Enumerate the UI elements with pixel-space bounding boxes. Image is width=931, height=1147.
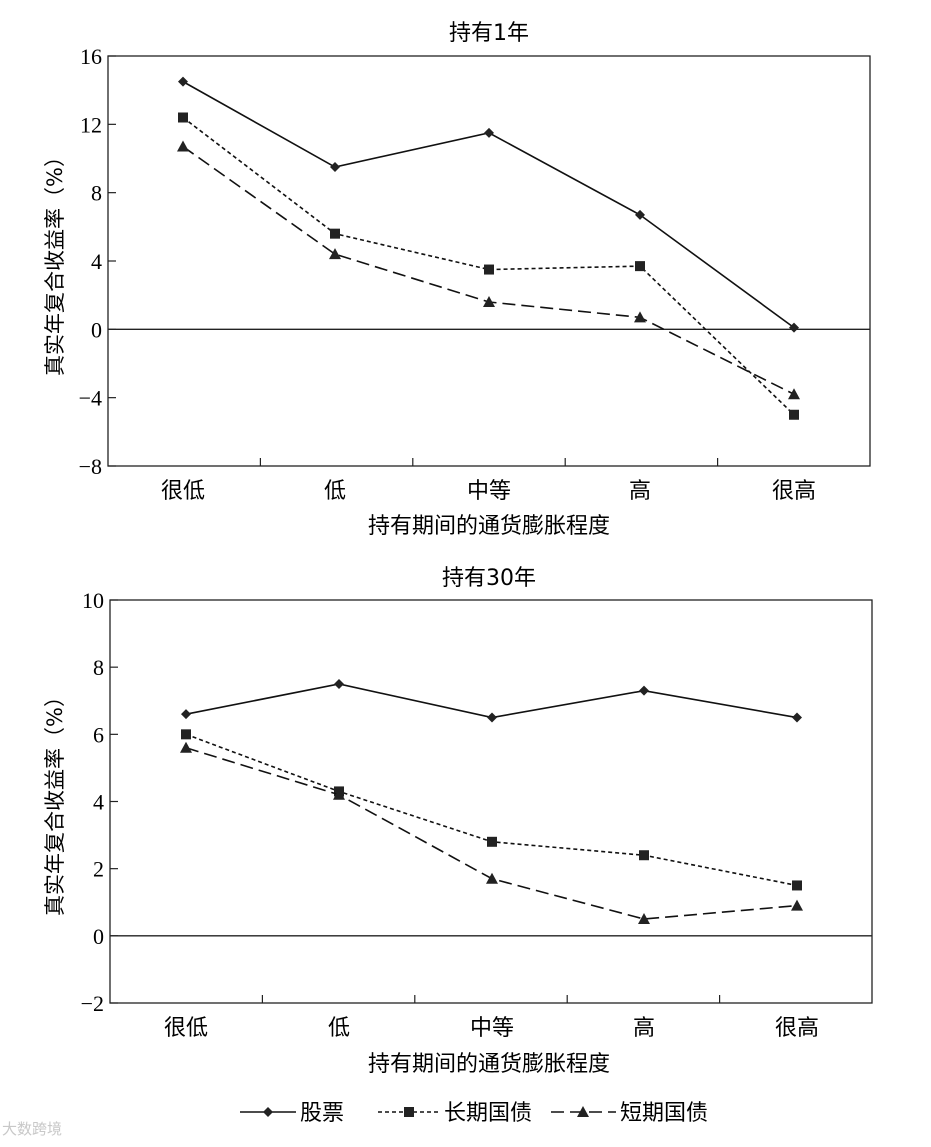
x-tick-label: 高 — [633, 1016, 655, 1041]
y-tick-label: 16 — [80, 44, 102, 69]
chart-1-x-axis-label: 持有期间的通货膨胀程度 — [368, 514, 610, 539]
point-long_bonds — [330, 228, 340, 239]
point-short_bills — [180, 741, 192, 753]
legend-marker-stocks — [263, 1107, 273, 1117]
x-tick-label: 中等 — [467, 479, 511, 504]
x-tick-label: 高 — [629, 479, 651, 504]
y-tick-label: 8 — [93, 655, 104, 680]
point-stocks — [789, 322, 799, 333]
x-tick-label: 中等 — [470, 1016, 514, 1041]
chart-2: 持有30年 −2 0 2 4 6 8 10 很低 低 中等 高 很高 持有期间的通货膨胀程度 真实年… — [43, 566, 873, 1077]
legend-item-stocks: 股票 — [240, 1101, 344, 1126]
y-tick-label: 12 — [80, 112, 102, 137]
y-tick-label: 10 — [82, 588, 104, 613]
chart-2-x-axis-label: 持有期间的通货膨胀程度 — [368, 1052, 610, 1077]
chart-1-plot-frame — [107, 55, 871, 467]
chart-2-y-axis: −2 0 2 4 6 8 10 — [81, 588, 118, 1016]
chart-1-title: 持有1年 — [449, 21, 529, 46]
y-tick-label: 6 — [93, 722, 104, 747]
point-long_bonds — [178, 112, 188, 123]
series-line-short_bills — [185, 747, 798, 920]
chart-1-y-axis-label: 真实年复合收益率（%） — [43, 146, 67, 376]
point-stocks — [792, 712, 802, 723]
point-short_bills — [177, 140, 189, 152]
series-line-long_bonds — [182, 116, 795, 416]
watermark: 大数跨境 — [2, 1120, 63, 1138]
point-stocks — [178, 76, 188, 87]
y-tick-label: −8 — [79, 454, 102, 479]
point-stocks — [635, 209, 645, 220]
chart-2-plot-frame — [109, 599, 873, 1004]
point-short_bills — [788, 388, 800, 400]
chart-1-x-axis: 很低 低 中等 高 很高 — [161, 458, 816, 504]
legend-label-long-bonds: 长期国债 — [444, 1101, 532, 1126]
chart-2-series — [180, 678, 803, 925]
legend-item-short-bills: 短期国债 — [551, 1101, 708, 1126]
chart-2-title: 持有30年 — [442, 566, 536, 591]
y-tick-label: 4 — [93, 790, 104, 815]
y-tick-label: 0 — [91, 317, 102, 342]
point-stocks — [181, 709, 191, 720]
x-tick-label: 很低 — [164, 1016, 208, 1041]
point-short_bills — [638, 913, 650, 925]
x-tick-label: 低 — [324, 479, 346, 504]
point-stocks — [639, 685, 649, 696]
legend-label-short-bills: 短期国债 — [620, 1101, 708, 1126]
point-stocks — [484, 127, 494, 138]
x-tick-label: 很高 — [772, 479, 816, 504]
point-short_bills — [333, 788, 345, 800]
series-line-stocks — [182, 80, 795, 329]
x-tick-label: 很低 — [161, 479, 205, 504]
legend: 股票 长期国债 短期国债 — [240, 1101, 708, 1126]
point-long_bonds — [635, 261, 645, 272]
point-stocks — [487, 712, 497, 723]
chart-1-y-axis: −8 −4 0 4 8 12 16 — [79, 44, 116, 479]
y-tick-label: 4 — [91, 249, 102, 274]
point-long_bonds — [789, 409, 799, 420]
chart-1: 持有1年 −8 −4 0 4 8 12 16 很低 低 中等 高 很高 持有期间的通货膨胀程度 真实… — [43, 21, 871, 539]
series-line-long_bonds — [185, 733, 798, 887]
legend-label-stocks: 股票 — [300, 1101, 344, 1126]
y-tick-label: 0 — [93, 924, 104, 949]
point-short_bills — [791, 899, 803, 911]
series-line-stocks — [185, 683, 798, 719]
y-tick-label: −4 — [79, 386, 102, 411]
point-long_bonds — [487, 836, 497, 847]
point-long_bonds — [792, 880, 802, 891]
point-stocks — [334, 678, 344, 689]
y-tick-label: 2 — [93, 857, 104, 882]
point-short_bills — [634, 311, 646, 323]
point-short_bills — [329, 248, 341, 260]
point-long_bonds — [484, 264, 494, 275]
point-stocks — [330, 162, 340, 173]
point-short_bills — [483, 296, 495, 307]
point-long_bonds — [181, 729, 191, 740]
x-tick-label: 很高 — [775, 1016, 819, 1041]
point-long_bonds — [639, 850, 649, 861]
legend-marker-long-bonds — [404, 1107, 414, 1117]
point-short_bills — [486, 872, 498, 884]
x-tick-label: 低 — [328, 1016, 350, 1041]
legend-marker-short-bills — [577, 1106, 589, 1117]
y-tick-label: 8 — [91, 181, 102, 206]
legend-item-long-bonds: 长期国债 — [378, 1101, 532, 1126]
y-tick-label: −2 — [81, 991, 104, 1016]
chart-1-series — [177, 76, 800, 420]
chart-2-y-axis-label: 真实年复合收益率（%） — [43, 686, 67, 916]
chart-2-x-axis: 很低 低 中等 高 很高 — [164, 995, 819, 1041]
